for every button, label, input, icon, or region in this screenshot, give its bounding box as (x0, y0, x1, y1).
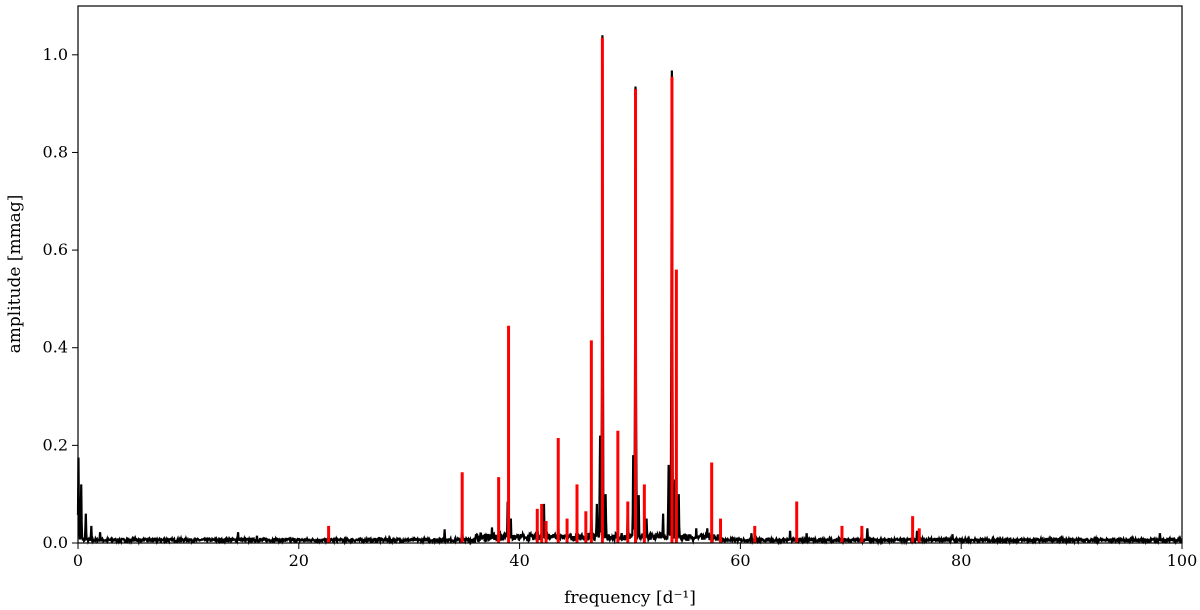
x-tick-label: 20 (289, 551, 309, 570)
plot-frame (77, 5, 1183, 544)
x-axis-label: frequency [d⁻¹] (564, 588, 696, 608)
y-tick-label: 0.2 (43, 435, 68, 454)
y-tick-label: 0.0 (43, 533, 68, 552)
spectrum-line (76, 35, 1183, 546)
y-tick-label: 0.4 (43, 338, 68, 357)
spectrum-series (76, 35, 1183, 546)
x-axis-ticks: 0 20 40 60 80 100 (73, 543, 1197, 570)
x-tick-label: 100 (1167, 551, 1198, 570)
x-tick-label: 40 (509, 551, 529, 570)
plot-background (78, 6, 1182, 543)
y-tick-label: 0.6 (43, 240, 68, 259)
x-tick-label: 0 (73, 551, 83, 570)
y-axis-ticks: 0.0 0.2 0.4 0.6 0.8 1.0 (43, 45, 78, 552)
y-tick-label: 0.8 (43, 142, 68, 161)
x-tick-label: 80 (951, 551, 971, 570)
x-tick-label: 60 (730, 551, 750, 570)
y-axis-label: amplitude [mmag] (5, 195, 25, 354)
frequency-series (327, 37, 921, 543)
y-tick-label: 1.0 (43, 45, 68, 64)
